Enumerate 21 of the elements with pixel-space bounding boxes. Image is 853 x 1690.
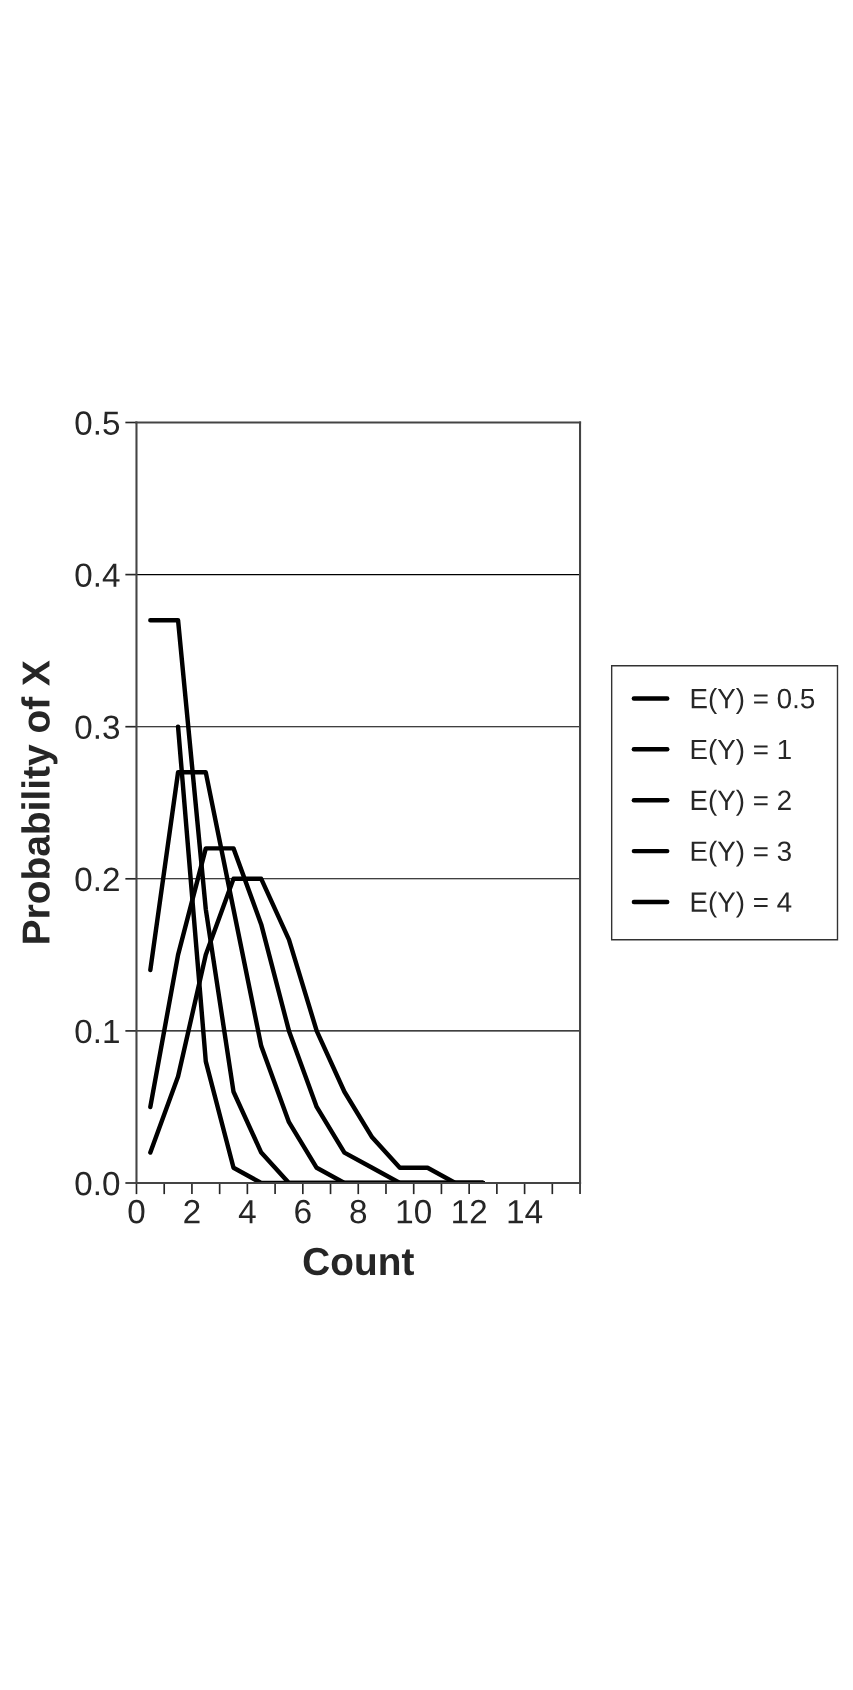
y-axis-title: Probability of X bbox=[21, 660, 58, 943]
x-tick-label: 10 bbox=[397, 1199, 431, 1224]
x-axis-title: Count bbox=[303, 1247, 414, 1276]
legend-label: E(Y) = 1 bbox=[691, 738, 791, 765]
legend-label: E(Y) = 0.5 bbox=[691, 688, 815, 714]
x-tick-label: 12 bbox=[453, 1199, 487, 1224]
x-tick-label: 4 bbox=[238, 1200, 256, 1224]
legend-label: E(Y) = 2 bbox=[691, 789, 791, 816]
x-tick-label: 2 bbox=[184, 1199, 200, 1224]
y-tick-label: 0.2 bbox=[75, 867, 119, 892]
y-tick-label: 0.1 bbox=[75, 1019, 119, 1044]
y-tick-label: 0.5 bbox=[75, 411, 120, 435]
legend-label: E(Y) = 4 bbox=[691, 891, 792, 918]
x-tick-label: 8 bbox=[350, 1199, 367, 1224]
y-tick-label: 0.4 bbox=[75, 563, 120, 588]
x-tick-label: 0 bbox=[128, 1199, 145, 1224]
y-tick-label: 0.0 bbox=[75, 1171, 120, 1196]
legend-label: E(Y) = 3 bbox=[691, 840, 791, 867]
x-tick-label: 14 bbox=[508, 1200, 543, 1224]
x-tick-label: 6 bbox=[295, 1199, 311, 1224]
y-tick-label: 0.3 bbox=[75, 715, 120, 740]
